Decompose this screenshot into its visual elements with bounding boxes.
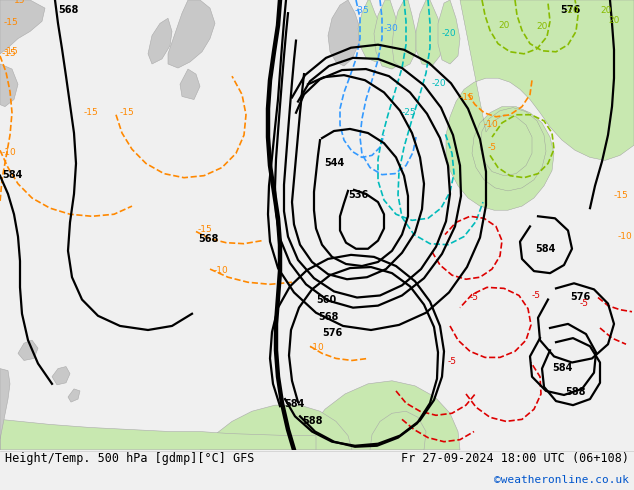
Text: 20: 20 xyxy=(498,22,509,30)
Text: -10: -10 xyxy=(484,120,499,129)
Text: 576: 576 xyxy=(322,328,342,338)
Text: ©weatheronline.co.uk: ©weatheronline.co.uk xyxy=(494,475,629,485)
Text: Fr 27-09-2024 18:00 UTC (06+108): Fr 27-09-2024 18:00 UTC (06+108) xyxy=(401,452,629,465)
Polygon shape xyxy=(200,405,352,450)
Text: -5: -5 xyxy=(580,298,589,308)
Text: -15: -15 xyxy=(198,224,213,234)
Text: 20: 20 xyxy=(536,23,547,31)
Text: -15: -15 xyxy=(84,108,99,117)
Text: -10: -10 xyxy=(310,343,325,352)
Polygon shape xyxy=(148,18,172,64)
Text: 568: 568 xyxy=(318,312,339,322)
Text: 584: 584 xyxy=(2,170,22,180)
Text: -15: -15 xyxy=(4,47,19,56)
Text: -15: -15 xyxy=(4,19,19,27)
Polygon shape xyxy=(370,411,426,450)
Text: -15: -15 xyxy=(2,49,16,58)
Polygon shape xyxy=(52,367,70,385)
Text: -10: -10 xyxy=(2,148,16,157)
Text: 20: 20 xyxy=(608,16,619,25)
Text: 588: 588 xyxy=(302,416,323,426)
Text: -15: -15 xyxy=(460,93,475,101)
Text: -5: -5 xyxy=(448,357,457,366)
Polygon shape xyxy=(328,0,360,66)
Text: 568: 568 xyxy=(198,234,218,244)
Polygon shape xyxy=(180,69,200,99)
Text: -10: -10 xyxy=(618,232,633,241)
Polygon shape xyxy=(18,340,38,361)
Polygon shape xyxy=(168,0,215,68)
Text: -20: -20 xyxy=(442,28,456,38)
Text: -10: -10 xyxy=(214,266,229,275)
Text: -5: -5 xyxy=(470,293,479,301)
Text: -35: -35 xyxy=(330,0,345,2)
Polygon shape xyxy=(0,368,10,450)
Text: -5: -5 xyxy=(488,143,497,152)
Text: 560: 560 xyxy=(316,294,336,305)
Polygon shape xyxy=(300,381,460,450)
Polygon shape xyxy=(68,389,80,402)
Text: 536: 536 xyxy=(348,190,368,200)
Text: 20: 20 xyxy=(600,6,611,15)
Text: -20: -20 xyxy=(432,79,446,88)
Text: -30: -30 xyxy=(384,24,399,33)
Polygon shape xyxy=(374,0,404,69)
Polygon shape xyxy=(446,0,634,210)
Text: 576: 576 xyxy=(570,292,590,301)
Text: -25: -25 xyxy=(402,108,417,117)
Text: 584: 584 xyxy=(284,399,304,409)
Text: 588: 588 xyxy=(565,387,586,397)
Text: -15: -15 xyxy=(614,191,629,200)
Polygon shape xyxy=(358,0,388,62)
Polygon shape xyxy=(0,419,316,450)
Text: -15: -15 xyxy=(120,108,135,117)
Polygon shape xyxy=(416,0,442,66)
Text: -20: -20 xyxy=(565,6,579,15)
Polygon shape xyxy=(392,0,416,68)
Text: Height/Temp. 500 hPa [gdmp][°C] GFS: Height/Temp. 500 hPa [gdmp][°C] GFS xyxy=(5,452,254,465)
Text: 15: 15 xyxy=(14,0,25,5)
Text: 568: 568 xyxy=(58,5,79,15)
Text: -35: -35 xyxy=(355,6,370,15)
Polygon shape xyxy=(0,64,18,107)
Polygon shape xyxy=(0,0,45,54)
Text: 20: 20 xyxy=(478,0,489,2)
Text: 544: 544 xyxy=(324,157,344,168)
Text: 576: 576 xyxy=(560,5,580,15)
Text: 584: 584 xyxy=(535,244,555,254)
Text: 584: 584 xyxy=(552,363,573,372)
Text: -5: -5 xyxy=(532,291,541,299)
Polygon shape xyxy=(438,0,460,64)
